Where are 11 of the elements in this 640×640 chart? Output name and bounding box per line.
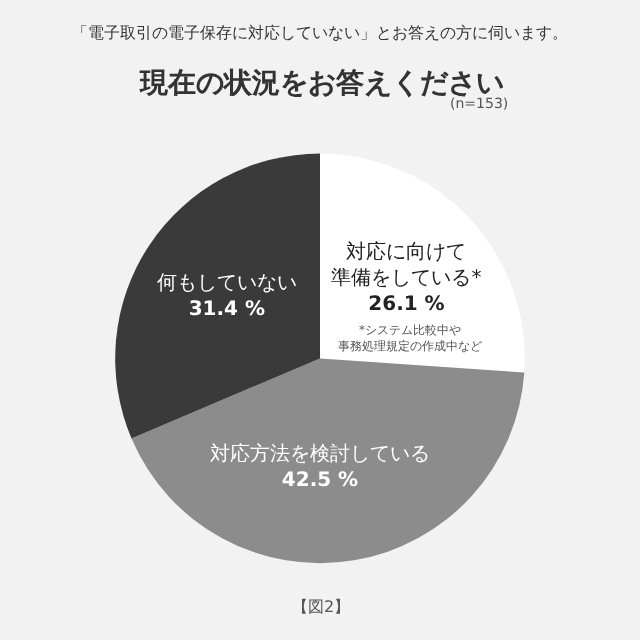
chart-subtitle: 「電子取引の電子保存に対応していない」とお答えの方に伺います。: [72, 24, 568, 42]
slice-label: 何もしていない: [156, 272, 297, 295]
data-label: 42.5 %: [281, 469, 359, 492]
pie-slice: [131, 358, 525, 564]
slice-label: 対応方法を検討している: [210, 441, 430, 466]
slice-label: 対応に向けて準備をしている*: [331, 239, 482, 290]
data-label: 26.1 %: [368, 293, 445, 316]
text: 【図2】: [292, 598, 351, 616]
data-label: 31.4 %: [188, 298, 266, 321]
pie-slice: [115, 153, 320, 439]
chart-title: 現在の状況をお答えください: [138, 68, 504, 100]
